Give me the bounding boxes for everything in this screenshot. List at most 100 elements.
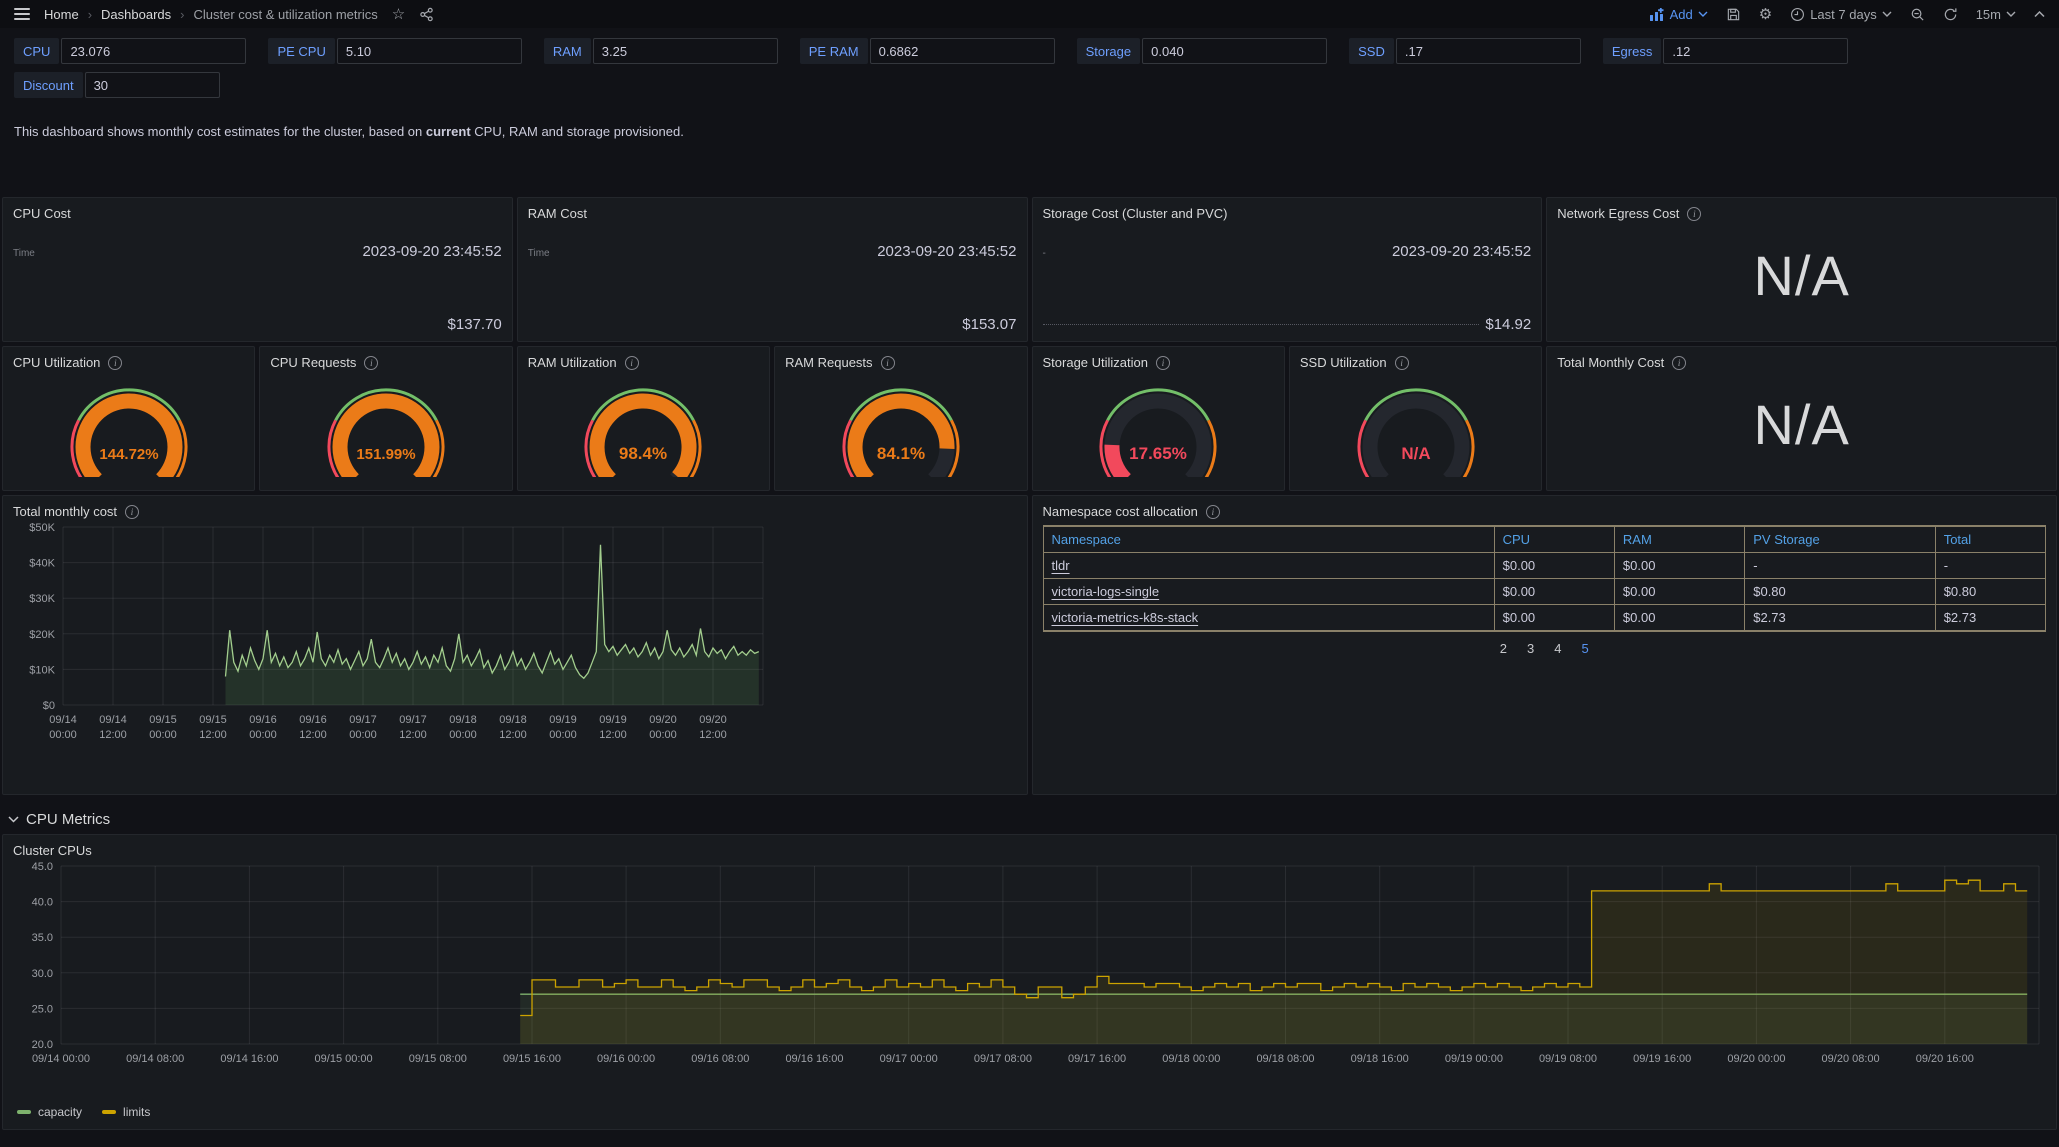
svg-text:09/16 00:00: 09/16 00:00 <box>597 1053 655 1065</box>
svg-text:09/19: 09/19 <box>599 714 627 726</box>
svg-text:00:00: 00:00 <box>149 729 177 741</box>
gauge-wrap: 151.99% <box>270 370 501 482</box>
chevron-down-icon <box>8 816 19 823</box>
variable-input-storage[interactable] <box>1142 38 1327 64</box>
panel-title-text: Storage Cost (Cluster and PVC) <box>1043 206 1228 221</box>
variable-ram: RAM <box>544 38 778 64</box>
svg-text:09/16: 09/16 <box>249 714 277 726</box>
page-button-2[interactable]: 2 <box>1500 641 1507 656</box>
gauge-wrap: 144.72% <box>13 370 244 482</box>
panel-title: CPU Cost <box>13 206 502 221</box>
variable-input-ssd[interactable] <box>1396 38 1581 64</box>
stat-amount: $137.70 <box>448 316 502 333</box>
refresh-icon[interactable] <box>1943 7 1958 22</box>
value-cell: $0.00 <box>1614 605 1744 632</box>
panel-storage-utilization: Storage Utilizationi17.65% <box>1032 346 1285 491</box>
legend-label: capacity <box>38 1105 82 1119</box>
legend-item-capacity[interactable]: capacity <box>17 1105 82 1119</box>
settings-gear-icon[interactable]: ⚙ <box>1759 7 1772 22</box>
breadcrumb-item-dashboards[interactable]: Dashboards <box>101 7 171 22</box>
add-panel-button[interactable]: Add <box>1650 7 1708 22</box>
info-icon[interactable]: i <box>1206 505 1220 519</box>
variable-input-pe-ram[interactable] <box>870 38 1055 64</box>
panel-title-text: RAM Cost <box>528 206 587 221</box>
svg-text:09/16: 09/16 <box>299 714 327 726</box>
legend-item-limits[interactable]: limits <box>102 1105 150 1119</box>
namespace-link[interactable]: victoria-metrics-k8s-stack <box>1052 610 1199 625</box>
column-header-cpu[interactable]: CPU <box>1494 526 1614 553</box>
variable-input-discount[interactable] <box>85 72 220 98</box>
cluster-cpus-svg: 20.025.030.035.040.045.009/14 00:0009/14… <box>13 858 2047 1072</box>
column-header-ram[interactable]: RAM <box>1614 526 1744 553</box>
svg-text:$40K: $40K <box>29 558 55 570</box>
svg-text:00:00: 00:00 <box>549 729 577 741</box>
stat-row: -2023-09-20 23:45:52 <box>1043 243 1532 260</box>
info-icon[interactable]: i <box>125 505 139 519</box>
svg-text:09/16 08:00: 09/16 08:00 <box>691 1053 749 1065</box>
info-icon[interactable]: i <box>364 356 378 370</box>
clock-icon <box>1790 7 1805 22</box>
svg-text:45.0: 45.0 <box>32 861 53 873</box>
gauge-ssd-utilization: N/A <box>1341 375 1491 477</box>
legend-label: limits <box>123 1105 150 1119</box>
share-icon[interactable] <box>419 7 434 22</box>
stat-timestamp: 2023-09-20 23:45:52 <box>1392 243 1531 260</box>
value-cell: $0.00 <box>1494 579 1614 605</box>
section-row-cpu-metrics[interactable]: CPU Metrics <box>8 811 2051 828</box>
info-icon[interactable]: i <box>108 356 122 370</box>
variable-input-egress[interactable] <box>1663 38 1848 64</box>
zoom-out-icon[interactable] <box>1910 7 1925 22</box>
info-icon[interactable]: i <box>881 356 895 370</box>
svg-text:09/20: 09/20 <box>649 714 677 726</box>
table-row-victoria-metrics-k8s-stack: victoria-metrics-k8s-stack$0.00$0.00$2.7… <box>1043 605 2046 632</box>
refresh-interval-picker[interactable]: 15m <box>1976 7 2016 22</box>
variable-label: Discount <box>14 72 83 98</box>
variable-input-cpu[interactable] <box>61 38 246 64</box>
dotted-leader <box>1043 324 1480 325</box>
info-icon[interactable]: i <box>1687 207 1701 221</box>
value-cell: $0.80 <box>1935 579 2045 605</box>
gauge-cpu-utilization: 144.72% <box>54 375 204 477</box>
variable-input-pe-cpu[interactable] <box>337 38 522 64</box>
svg-text:09/20 00:00: 09/20 00:00 <box>1727 1053 1785 1065</box>
svg-text:09/18: 09/18 <box>499 714 527 726</box>
panel-title: CPU Utilizationi <box>13 355 244 370</box>
namespace-link[interactable]: victoria-logs-single <box>1052 584 1160 599</box>
panel-title: RAM Utilizationi <box>528 355 759 370</box>
column-header-namespace[interactable]: Namespace <box>1043 526 1494 553</box>
page-button-5[interactable]: 5 <box>1581 641 1588 656</box>
menu-toggle-icon[interactable] <box>14 7 30 21</box>
time-range-picker[interactable]: Last 7 days <box>1790 7 1892 22</box>
namespace-link[interactable]: tldr <box>1052 558 1070 573</box>
info-icon[interactable]: i <box>1156 356 1170 370</box>
panel-title: RAM Cost <box>528 206 1017 221</box>
page-button-4[interactable]: 4 <box>1554 641 1561 656</box>
bar-chart-plus-icon <box>1650 8 1665 21</box>
legend-swatch <box>102 1110 116 1114</box>
info-icon[interactable]: i <box>1395 356 1409 370</box>
svg-text:00:00: 00:00 <box>649 729 677 741</box>
svg-text:09/18 00:00: 09/18 00:00 <box>1162 1053 1220 1065</box>
svg-text:12:00: 12:00 <box>299 729 327 741</box>
svg-text:09/14 08:00: 09/14 08:00 <box>126 1053 184 1065</box>
panel-title-text: Network Egress Cost <box>1557 206 1679 221</box>
save-dashboard-icon[interactable] <box>1726 7 1741 22</box>
column-header-total[interactable]: Total <box>1935 526 2045 553</box>
info-icon[interactable]: i <box>625 356 639 370</box>
collapse-topbar-caret-icon[interactable] <box>2034 11 2045 18</box>
panel-ram-utilization: RAM Utilizationi98.4% <box>517 346 770 491</box>
svg-text:$20K: $20K <box>29 629 55 641</box>
breadcrumb-item-home[interactable]: Home <box>44 7 79 22</box>
svg-text:35.0: 35.0 <box>32 932 53 944</box>
namespace-cost-table: NamespaceCPURAMPV StorageTotal tldr $0.00… <box>1043 525 2047 632</box>
section-title: CPU Metrics <box>26 811 110 828</box>
info-icon[interactable]: i <box>1672 356 1686 370</box>
column-header-pv-storage[interactable]: PV Storage <box>1745 526 1935 553</box>
favorite-star-icon[interactable]: ☆ <box>392 7 405 22</box>
variable-input-ram[interactable] <box>593 38 778 64</box>
svg-text:09/20 16:00: 09/20 16:00 <box>1916 1053 1974 1065</box>
panel-title: Storage Cost (Cluster and PVC) <box>1043 206 1532 221</box>
top-navigation-bar: Home›Dashboards›Cluster cost & utilizati… <box>0 0 2059 28</box>
svg-text:09/15 16:00: 09/15 16:00 <box>503 1053 561 1065</box>
page-button-3[interactable]: 3 <box>1527 641 1534 656</box>
